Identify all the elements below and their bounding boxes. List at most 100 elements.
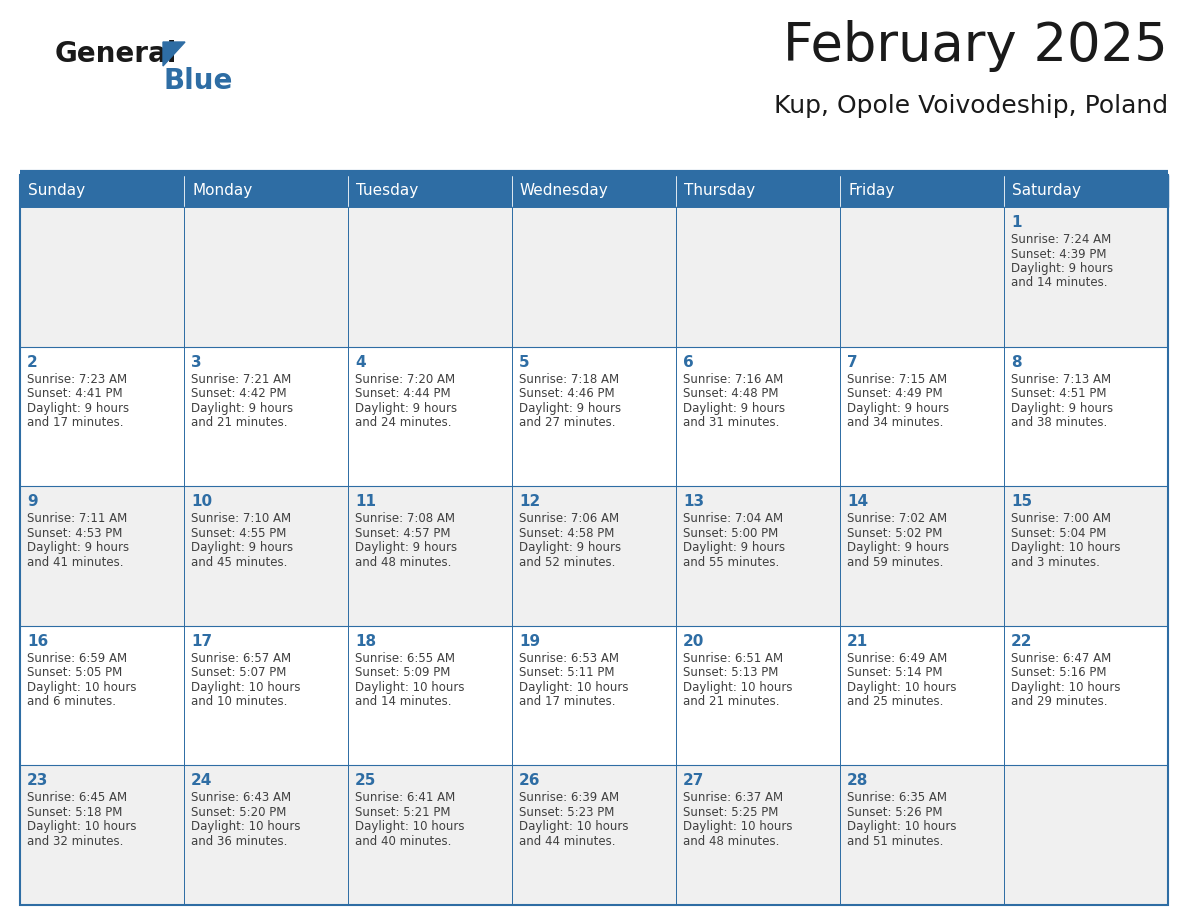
Text: 15: 15 (1011, 494, 1032, 509)
Text: Daylight: 9 hours: Daylight: 9 hours (191, 401, 293, 415)
Text: Daylight: 10 hours: Daylight: 10 hours (847, 821, 956, 834)
Text: Daylight: 9 hours: Daylight: 9 hours (355, 401, 457, 415)
Text: Sunrise: 6:55 AM: Sunrise: 6:55 AM (355, 652, 455, 665)
Text: Daylight: 10 hours: Daylight: 10 hours (683, 821, 792, 834)
Text: and 6 minutes.: and 6 minutes. (27, 695, 116, 709)
Text: Sunset: 5:23 PM: Sunset: 5:23 PM (519, 806, 614, 819)
Text: Daylight: 10 hours: Daylight: 10 hours (355, 821, 465, 834)
Text: Sunrise: 7:24 AM: Sunrise: 7:24 AM (1011, 233, 1111, 246)
Bar (840, 487, 1004, 626)
Bar (184, 347, 348, 487)
Text: Sunrise: 6:51 AM: Sunrise: 6:51 AM (683, 652, 783, 665)
Text: and 14 minutes.: and 14 minutes. (355, 695, 451, 709)
Text: Daylight: 9 hours: Daylight: 9 hours (847, 401, 949, 415)
Bar (20, 487, 184, 626)
Bar (1004, 207, 1168, 347)
Bar (1004, 626, 1168, 766)
Text: Daylight: 9 hours: Daylight: 9 hours (683, 401, 785, 415)
Text: Daylight: 10 hours: Daylight: 10 hours (1011, 542, 1120, 554)
Text: and 17 minutes.: and 17 minutes. (519, 695, 615, 709)
Bar (512, 207, 676, 347)
Text: 8: 8 (1011, 354, 1022, 370)
Text: Sunrise: 7:18 AM: Sunrise: 7:18 AM (519, 373, 619, 386)
Text: and 38 minutes.: and 38 minutes. (1011, 416, 1107, 429)
Text: Daylight: 10 hours: Daylight: 10 hours (191, 681, 301, 694)
Text: and 21 minutes.: and 21 minutes. (683, 695, 779, 709)
Text: 6: 6 (683, 354, 694, 370)
Text: and 24 minutes.: and 24 minutes. (355, 416, 451, 429)
Bar (20, 175, 1168, 905)
Polygon shape (163, 42, 185, 66)
Text: Sunset: 5:21 PM: Sunset: 5:21 PM (355, 806, 450, 819)
Bar (20, 175, 184, 207)
Text: 5: 5 (519, 354, 530, 370)
Text: Daylight: 9 hours: Daylight: 9 hours (1011, 401, 1113, 415)
Bar (1004, 347, 1168, 487)
Text: 3: 3 (191, 354, 202, 370)
Bar (676, 175, 840, 207)
Text: and 32 minutes.: and 32 minutes. (27, 834, 124, 848)
Bar (840, 347, 1004, 487)
Text: Sunrise: 6:43 AM: Sunrise: 6:43 AM (191, 791, 291, 804)
Text: and 40 minutes.: and 40 minutes. (355, 834, 451, 848)
Text: 9: 9 (27, 494, 38, 509)
Text: 7: 7 (847, 354, 858, 370)
Text: 26: 26 (519, 773, 541, 789)
Text: 25: 25 (355, 773, 377, 789)
Text: Sunset: 5:07 PM: Sunset: 5:07 PM (191, 666, 286, 679)
Text: Sunrise: 7:13 AM: Sunrise: 7:13 AM (1011, 373, 1111, 386)
Text: Sunrise: 7:02 AM: Sunrise: 7:02 AM (847, 512, 947, 525)
Bar (676, 347, 840, 487)
Text: Daylight: 9 hours: Daylight: 9 hours (1011, 262, 1113, 275)
Text: Friday: Friday (848, 184, 895, 198)
Text: 28: 28 (847, 773, 868, 789)
Text: Sunrise: 6:41 AM: Sunrise: 6:41 AM (355, 791, 455, 804)
Text: Sunrise: 7:11 AM: Sunrise: 7:11 AM (27, 512, 127, 525)
Text: Sunset: 4:55 PM: Sunset: 4:55 PM (191, 527, 286, 540)
Bar (840, 766, 1004, 905)
Text: Sunset: 5:26 PM: Sunset: 5:26 PM (847, 806, 942, 819)
Bar (348, 626, 512, 766)
Text: Sunset: 4:57 PM: Sunset: 4:57 PM (355, 527, 450, 540)
Text: and 44 minutes.: and 44 minutes. (519, 834, 615, 848)
Text: Sunrise: 7:16 AM: Sunrise: 7:16 AM (683, 373, 783, 386)
Text: Sunset: 5:16 PM: Sunset: 5:16 PM (1011, 666, 1106, 679)
Text: and 48 minutes.: and 48 minutes. (355, 555, 451, 568)
Text: Sunset: 4:39 PM: Sunset: 4:39 PM (1011, 248, 1106, 261)
Text: and 34 minutes.: and 34 minutes. (847, 416, 943, 429)
Text: Blue: Blue (163, 67, 233, 95)
Text: and 31 minutes.: and 31 minutes. (683, 416, 779, 429)
Text: Daylight: 9 hours: Daylight: 9 hours (519, 542, 621, 554)
Text: 24: 24 (191, 773, 213, 789)
Text: Tuesday: Tuesday (356, 184, 418, 198)
Text: Sunset: 4:48 PM: Sunset: 4:48 PM (683, 387, 778, 400)
Text: Sunset: 4:46 PM: Sunset: 4:46 PM (519, 387, 614, 400)
Bar (184, 626, 348, 766)
Text: Sunset: 4:49 PM: Sunset: 4:49 PM (847, 387, 942, 400)
Text: 18: 18 (355, 633, 377, 649)
Bar (348, 175, 512, 207)
Text: Sunset: 5:13 PM: Sunset: 5:13 PM (683, 666, 778, 679)
Text: Sunset: 5:02 PM: Sunset: 5:02 PM (847, 527, 942, 540)
Text: Daylight: 9 hours: Daylight: 9 hours (27, 542, 129, 554)
Text: Wednesday: Wednesday (520, 184, 608, 198)
Text: Sunrise: 6:57 AM: Sunrise: 6:57 AM (191, 652, 291, 665)
Bar (676, 626, 840, 766)
Text: and 17 minutes.: and 17 minutes. (27, 416, 124, 429)
Text: 22: 22 (1011, 633, 1032, 649)
Text: 11: 11 (355, 494, 375, 509)
Text: Daylight: 9 hours: Daylight: 9 hours (27, 401, 129, 415)
Bar (20, 175, 1168, 207)
Text: Sunset: 4:41 PM: Sunset: 4:41 PM (27, 387, 122, 400)
Text: Sunrise: 6:37 AM: Sunrise: 6:37 AM (683, 791, 783, 804)
Bar (348, 347, 512, 487)
Text: 17: 17 (191, 633, 213, 649)
Text: Sunrise: 7:08 AM: Sunrise: 7:08 AM (355, 512, 455, 525)
Text: Sunset: 5:09 PM: Sunset: 5:09 PM (355, 666, 450, 679)
Text: 19: 19 (519, 633, 541, 649)
Text: Monday: Monday (192, 184, 252, 198)
Text: Sunrise: 7:20 AM: Sunrise: 7:20 AM (355, 373, 455, 386)
Text: Sunrise: 6:49 AM: Sunrise: 6:49 AM (847, 652, 947, 665)
Text: 4: 4 (355, 354, 366, 370)
Bar (20, 347, 184, 487)
